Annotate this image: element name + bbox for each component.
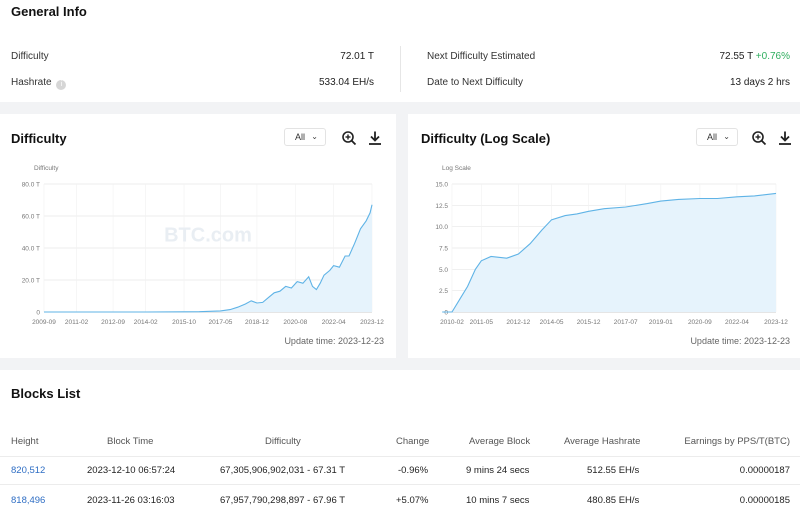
x-tick-label: 2018-12 [245, 319, 269, 326]
download-icon[interactable] [367, 130, 383, 146]
next-difficulty-number: 72.55 T [719, 51, 754, 62]
x-tick-label: 2011-02 [65, 319, 89, 326]
range-select-value: All [295, 132, 306, 142]
next-difficulty-label: Next Difficulty Estimated [427, 51, 536, 62]
col-header-average-hashrate: Average Hashrate [564, 436, 641, 447]
block-height-link[interactable]: 818,496 [11, 495, 46, 506]
block-difficulty: 67,957,790,298,897 - 67.96 T [220, 495, 346, 506]
range-select[interactable]: All ⌄ [696, 128, 738, 146]
row-divider [0, 484, 800, 485]
general-info-card: General Info Difficulty 72.01 T Hashrate… [0, 0, 800, 102]
block-difficulty: 67,305,906,902,031 - 67.31 T [220, 465, 346, 476]
update-time: Update time: 2023-12-23 [284, 336, 384, 346]
difficulty-value: 72.01 T [340, 51, 374, 62]
y-tick-label: 40.0 T [22, 246, 40, 253]
x-tick-label: 2012-09 [101, 319, 125, 326]
chart-title: Difficulty [11, 131, 67, 146]
difficulty-chart: Difficulty 0 20.0 T 40.0 T 60.0 T 80.0 T 2009-… [22, 165, 385, 326]
series-area [44, 204, 372, 312]
chevron-down-icon: ⌄ [723, 132, 730, 141]
header-divider [0, 456, 800, 457]
y-axis-title: Log Scale [442, 165, 471, 172]
next-difficulty-value: 72.55 T +0.76% [719, 51, 790, 62]
y-axis-title: Difficulty [34, 165, 59, 172]
hashrate-label: Hashrate i [11, 77, 67, 90]
series-line [442, 192, 777, 313]
col-header-average-block: Average Block [469, 436, 531, 447]
chevron-down-icon: ⌄ [311, 132, 318, 141]
x-tick-label: 2017-05 [209, 319, 233, 326]
download-icon[interactable] [777, 130, 793, 146]
col-header-earnings: Earnings by PPS/T(BTC) [684, 436, 790, 447]
info-icon[interactable]: i [56, 80, 67, 90]
zoom-in-icon[interactable] [341, 130, 357, 146]
block-time: 2023-11-26 03:16:03 [87, 495, 175, 506]
chart-title: Difficulty (Log Scale) [421, 131, 551, 146]
x-tick-label: 2015-10 [172, 319, 196, 326]
col-header-change: Change [396, 436, 430, 447]
block-average: 10 mins 7 secs [466, 495, 530, 506]
y-tick-label: 2.5 [439, 288, 448, 295]
y-tick-label: 60.0 T [22, 214, 40, 221]
next-difficulty-change: +0.76% [755, 51, 790, 62]
divider [400, 46, 401, 92]
log-difficulty-chart-card: Difficulty (Log Scale) All ⌄ Log Scale 0 2… [408, 114, 800, 358]
x-tick-label: 2022-04 [725, 319, 749, 326]
difficulty-label: Difficulty [11, 51, 49, 62]
y-tick-label: 12.5 [435, 203, 448, 210]
y-tick-label: 10.0 [435, 224, 448, 231]
block-earnings: 0.00000187 [739, 465, 790, 476]
x-tick-label: 2023-12 [360, 319, 384, 326]
y-tick-label: 0 [444, 310, 448, 317]
block-hashrate: 512.55 EH/s [587, 465, 640, 476]
y-tick-label: 0 [36, 310, 40, 317]
series-area [442, 193, 776, 312]
col-header-height: Height [11, 436, 39, 447]
col-header-block-time: Block Time [107, 436, 154, 447]
block-average: 9 mins 24 secs [466, 465, 530, 476]
x-tick-label: 2017-07 [614, 319, 638, 326]
x-tick-label: 2011-05 [470, 319, 494, 326]
x-tick-label: 2019-01 [649, 319, 673, 326]
log-difficulty-chart: Log Scale 0 2.5 5.0 7.5 10.0 12.5 15.0 2010-02 20… [435, 165, 788, 326]
blocks-list-title: Blocks List [11, 386, 81, 401]
x-tick-label: 2023-12 [764, 319, 788, 326]
x-tick-label: 2009-09 [32, 319, 56, 326]
difficulty-chart-card: Difficulty All ⌄ Difficulty 0 20.0 T 40.0 T… [0, 114, 396, 358]
block-earnings: 0.00000185 [739, 495, 790, 506]
range-select-value: All [707, 132, 718, 142]
hashrate-label-text: Hashrate [11, 77, 52, 88]
block-time: 2023-12-10 06:57:24 [87, 465, 176, 476]
y-tick-label: 20.0 T [22, 278, 40, 285]
watermark: BTC.com [164, 225, 252, 247]
x-tick-label: 2015-12 [577, 319, 601, 326]
y-tick-label: 5.0 [439, 267, 448, 274]
x-tick-label: 2014-05 [540, 319, 564, 326]
series-line [44, 204, 373, 313]
block-change: +5.07% [396, 495, 429, 506]
x-tick-label: 2022-04 [322, 319, 346, 326]
x-tick-label: 2020-09 [688, 319, 712, 326]
block-change: -0.96% [398, 465, 429, 476]
y-tick-label: 15.0 [435, 182, 448, 189]
block-hashrate: 480.85 EH/s [587, 495, 640, 506]
x-tick-label: 2020-08 [283, 319, 307, 326]
date-next-difficulty-value: 13 days 2 hrs [729, 77, 790, 88]
block-height-link[interactable]: 820,512 [11, 465, 46, 476]
x-tick-label: 2012-12 [506, 319, 530, 326]
x-tick-label: 2014-02 [134, 319, 158, 326]
date-next-difficulty-label: Date to Next Difficulty [427, 77, 523, 88]
general-info-title: General Info [11, 4, 87, 19]
y-tick-label: 80.0 T [22, 182, 40, 189]
zoom-in-icon[interactable] [751, 130, 767, 146]
x-tick-label: 2010-02 [440, 319, 464, 326]
blocks-list-card: Blocks List Height Block Time Difficulty… [0, 370, 800, 518]
update-time: Update time: 2023-12-23 [690, 336, 790, 346]
range-select[interactable]: All ⌄ [284, 128, 326, 146]
hashrate-value: 533.04 EH/s [318, 77, 374, 88]
col-header-difficulty: Difficulty [265, 436, 301, 447]
y-tick-label: 7.5 [439, 246, 448, 253]
